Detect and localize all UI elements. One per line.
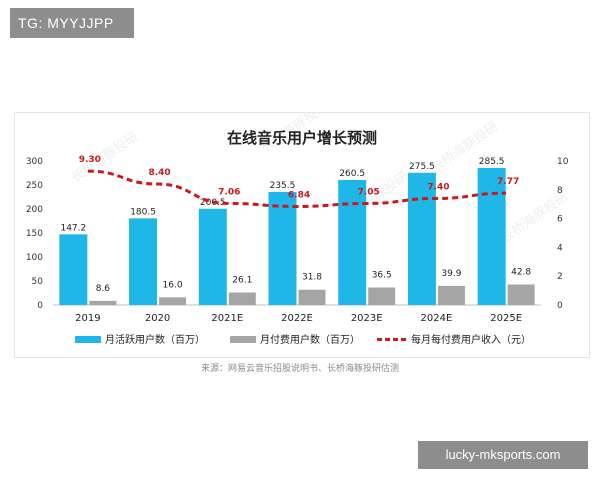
data-label-arppu: 6.84: [288, 191, 310, 201]
bar-mau: [338, 179, 367, 305]
chart-title: 在线音乐用户增长预测: [227, 129, 377, 147]
x-tick-label: 2022E: [281, 313, 313, 324]
y-right-tick-label: 8: [557, 186, 563, 196]
data-label-arppu: 7.05: [358, 187, 380, 197]
data-label-mau: 285.5: [479, 157, 505, 167]
bar-paying: [298, 289, 326, 305]
y-left-tick-label: 300: [26, 157, 43, 167]
y-right-tick-label: 0: [557, 301, 563, 311]
watermark-4: 长桥海豚投研: [428, 118, 501, 176]
x-tick-label: 2025E: [490, 313, 522, 324]
tg-badge: TG: MYYJJPP: [10, 8, 134, 38]
data-label-paying: 31.8: [302, 273, 322, 283]
x-tick-label: 2019: [75, 313, 100, 324]
data-label-mau: 180.5: [130, 207, 156, 217]
data-label-arppu: 9.30: [79, 155, 101, 165]
y-right-tick-label: 2: [557, 272, 563, 282]
data-label-mau: 275.5: [409, 162, 435, 172]
data-label-paying: 26.1: [232, 275, 252, 285]
x-tick-label: 2021E: [211, 313, 243, 324]
data-label-paying: 8.6: [96, 284, 111, 294]
y-right-tick-label: 10: [557, 157, 569, 167]
bar-mau: [198, 208, 227, 305]
chart-card: 长桥海豚投研 长桥海豚投研 长桥海豚投研 长桥海豚投研 长桥海豚投研 在线音乐用…: [14, 112, 590, 358]
bar-paying: [507, 284, 535, 305]
y-right-tick-label: 6: [557, 215, 563, 225]
data-label-mau: 147.2: [60, 223, 86, 233]
data-label-paying: 39.9: [441, 269, 461, 279]
data-label-arppu: 7.06: [218, 187, 240, 197]
legend-label-arppu: 每月每付费用户收入（元）: [411, 333, 531, 346]
y-left-tick-label: 50: [32, 277, 44, 287]
bar-paying: [437, 285, 465, 305]
y-left-tick-label: 0: [37, 301, 43, 311]
bar-paying: [368, 287, 396, 305]
legend: 月活跃用户数（百万） 月付费用户数（百万） 每月每付费用户收入（元）: [75, 333, 531, 346]
chart-marks: 0 50 100 150 200 250 300 0 2 4 6 8 10 147.2 8.6 2019 180…: [26, 155, 569, 324]
data-label-arppu: 7.40: [427, 182, 449, 192]
data-label-arppu: 7.77: [497, 177, 519, 187]
x-tick-label: 2020: [145, 313, 170, 324]
data-label-paying: 36.5: [372, 270, 392, 280]
y-left-tick-label: 100: [26, 253, 43, 263]
bar-paying: [159, 297, 187, 305]
bar-paying: [228, 292, 256, 305]
bar-mau: [477, 167, 506, 305]
y-right-tick-label: 4: [557, 243, 563, 253]
y-left-tick-label: 200: [26, 205, 43, 215]
x-tick-label: 2024E: [421, 313, 453, 324]
url-badge: lucky-mksports.com: [418, 441, 588, 469]
data-label-paying: 42.8: [511, 267, 531, 277]
data-label-arppu: 8.40: [148, 168, 170, 178]
bar-mau: [129, 218, 158, 305]
legend-label-mau: 月活跃用户数（百万）: [105, 333, 205, 346]
bar-mau: [59, 234, 88, 305]
data-label-mau: 260.5: [339, 169, 365, 179]
bar-paying: [89, 300, 117, 305]
data-label-mau: 235.5: [270, 181, 296, 191]
legend-swatch-mau: [75, 336, 101, 343]
line-arppu: [87, 169, 507, 209]
x-tick-label: 2023E: [351, 313, 383, 324]
bar-mau: [407, 172, 436, 305]
y-left-tick-label: 150: [26, 229, 43, 239]
growth-forecast-chart: 长桥海豚投研 长桥海豚投研 长桥海豚投研 长桥海豚投研 长桥海豚投研 在线音乐用…: [26, 113, 571, 346]
data-label-paying: 16.0: [163, 280, 183, 290]
bar-mau: [268, 191, 297, 305]
source-note: 来源：网易云音乐招股说明书、长桥海豚投研估测: [200, 364, 399, 374]
y-left-tick-label: 250: [26, 181, 43, 191]
legend-label-paying: 月付费用户数（百万）: [260, 333, 360, 346]
legend-swatch-paying: [230, 336, 256, 343]
